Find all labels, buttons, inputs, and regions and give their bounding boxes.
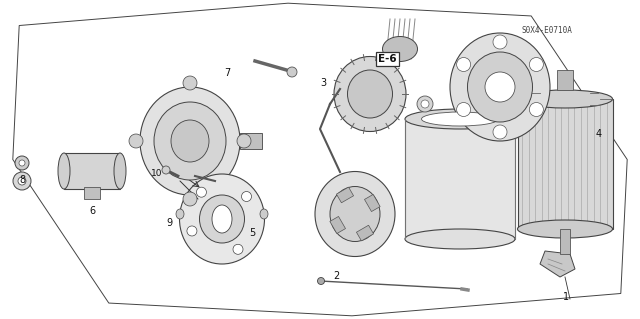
Bar [84, 187, 100, 199]
Ellipse shape [58, 153, 70, 189]
Circle shape [187, 226, 197, 236]
Ellipse shape [114, 153, 126, 189]
Text: 2: 2 [333, 271, 339, 281]
Bar [337, 187, 353, 203]
Circle shape [241, 191, 252, 202]
Ellipse shape [140, 87, 240, 195]
Ellipse shape [405, 229, 515, 249]
Polygon shape [540, 251, 575, 277]
Circle shape [13, 172, 31, 190]
Ellipse shape [129, 134, 143, 148]
Bar [557, 70, 573, 90]
Circle shape [18, 177, 26, 185]
Bar [365, 195, 380, 211]
Ellipse shape [334, 56, 406, 131]
Circle shape [233, 244, 243, 254]
Circle shape [485, 72, 515, 102]
Circle shape [317, 278, 324, 285]
Ellipse shape [171, 120, 209, 162]
Ellipse shape [212, 205, 232, 233]
Ellipse shape [315, 172, 395, 256]
Text: E-6: E-6 [378, 54, 397, 64]
Circle shape [493, 125, 507, 139]
Ellipse shape [260, 209, 268, 219]
Ellipse shape [348, 70, 392, 118]
Ellipse shape [183, 192, 197, 206]
Circle shape [417, 96, 433, 112]
Text: 9: 9 [166, 218, 173, 228]
Ellipse shape [176, 209, 184, 219]
Ellipse shape [183, 76, 197, 90]
Circle shape [421, 100, 429, 108]
Bar [330, 216, 346, 234]
Bar [518, 99, 613, 229]
Ellipse shape [422, 112, 499, 126]
Circle shape [15, 156, 29, 170]
Ellipse shape [405, 109, 515, 129]
Text: 3: 3 [320, 78, 326, 88]
Text: 7: 7 [224, 68, 230, 78]
Circle shape [196, 187, 207, 197]
Ellipse shape [518, 90, 612, 108]
Text: 8: 8 [19, 175, 26, 185]
Circle shape [456, 57, 470, 71]
Bar [240, 133, 262, 149]
Ellipse shape [518, 220, 612, 238]
Ellipse shape [154, 102, 226, 180]
Circle shape [529, 57, 543, 71]
Ellipse shape [450, 33, 550, 141]
Ellipse shape [200, 195, 244, 243]
Text: S0X4-E0710A: S0X4-E0710A [522, 26, 573, 35]
Ellipse shape [179, 174, 264, 264]
Bar [560, 229, 570, 254]
Text: 10: 10 [151, 169, 163, 178]
Text: 5: 5 [250, 228, 256, 238]
Circle shape [19, 160, 25, 166]
Bar [356, 225, 374, 241]
Circle shape [162, 166, 170, 174]
Circle shape [287, 67, 297, 77]
Ellipse shape [383, 36, 417, 62]
Circle shape [529, 102, 543, 116]
Ellipse shape [467, 52, 532, 122]
Text: 6: 6 [90, 205, 96, 216]
Text: 1: 1 [563, 292, 570, 302]
Text: 4: 4 [595, 129, 602, 139]
Bar [405, 119, 515, 239]
Circle shape [493, 35, 507, 49]
Ellipse shape [237, 134, 251, 148]
Circle shape [456, 102, 470, 116]
Ellipse shape [330, 187, 380, 241]
Bar [64, 153, 120, 189]
